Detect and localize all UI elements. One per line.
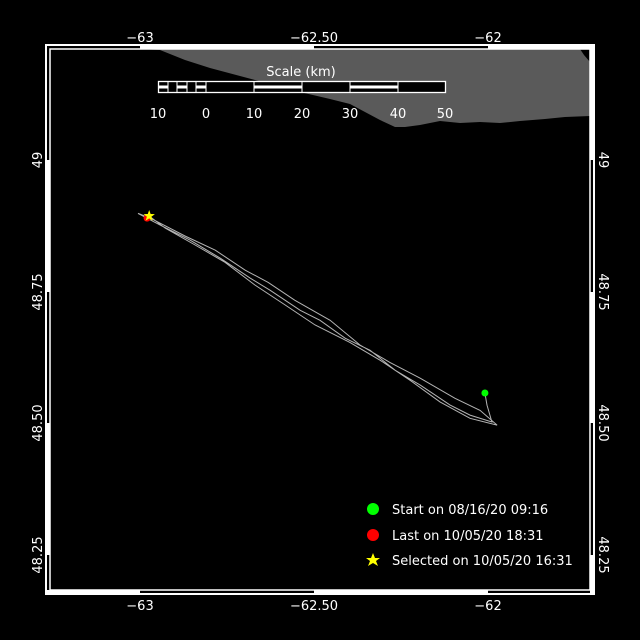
track-line bbox=[137, 212, 498, 426]
lat-label-left: 49 bbox=[31, 152, 46, 169]
lon-label-bottom: −63 bbox=[126, 599, 153, 614]
last-legend-icon bbox=[367, 529, 379, 541]
scale-label: 10 bbox=[150, 107, 167, 122]
lon-label-bottom: −62 bbox=[474, 599, 501, 614]
map-frame bbox=[45, 44, 595, 595]
legend-selected-label: Selected on 10/05/20 16:31 bbox=[392, 554, 573, 569]
lat-label-right: 49 bbox=[595, 152, 610, 169]
scale-label: 20 bbox=[294, 107, 311, 122]
scale-bar: Scale (km) 10 0 10 20 30 40 50 bbox=[150, 65, 454, 122]
selected-star-legend-icon bbox=[366, 553, 380, 566]
scale-title: Scale (km) bbox=[266, 65, 335, 80]
lat-label-left: 48.50 bbox=[31, 404, 46, 441]
scale-label: 30 bbox=[342, 107, 359, 122]
legend: Start on 08/16/20 09:16 Last on 10/05/20… bbox=[366, 503, 573, 569]
drift-track bbox=[137, 210, 498, 426]
lat-label-right: 48.25 bbox=[595, 536, 610, 573]
start-position-marker[interactable] bbox=[481, 389, 489, 397]
selected-position-star-icon[interactable] bbox=[143, 210, 155, 221]
legend-start-label: Start on 08/16/20 09:16 bbox=[392, 503, 548, 518]
scale-label: 50 bbox=[437, 107, 454, 122]
lon-label-top: −62.50 bbox=[290, 31, 338, 46]
scale-label: 10 bbox=[246, 107, 263, 122]
lon-label-top: −63 bbox=[126, 31, 153, 46]
lat-label-left: 48.25 bbox=[31, 536, 46, 573]
lon-label-top: −62 bbox=[474, 31, 501, 46]
lat-label-left: 48.75 bbox=[31, 273, 46, 310]
scale-label: 0 bbox=[202, 107, 210, 122]
legend-last-label: Last on 10/05/20 18:31 bbox=[392, 529, 544, 544]
scale-label: 40 bbox=[390, 107, 407, 122]
start-legend-icon bbox=[367, 503, 379, 515]
lat-label-right: 48.50 bbox=[595, 404, 610, 441]
lat-label-right: 48.75 bbox=[595, 273, 610, 310]
lon-label-bottom: −62.50 bbox=[290, 599, 338, 614]
